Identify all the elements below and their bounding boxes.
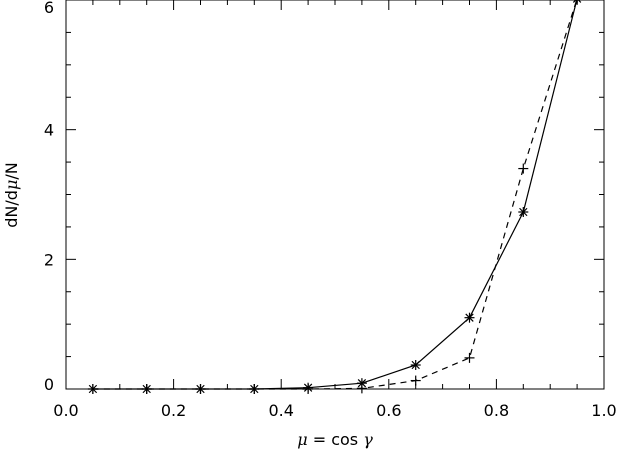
series-2-point — [410, 375, 421, 386]
series-2-point — [576, 0, 578, 4]
series-2-point — [87, 384, 98, 394]
y-tick-label: 4 — [44, 121, 54, 140]
series-layer — [87, 0, 582, 394]
plot-frame — [65, 0, 605, 390]
marker-stroke — [411, 360, 420, 370]
axis-ticks — [65, 0, 605, 390]
series-1-point — [464, 312, 475, 323]
series-2-point — [518, 163, 529, 174]
y-axis-label: dN/dμ/N — [2, 162, 21, 227]
marker-stroke — [519, 207, 528, 217]
marker-stroke — [577, 0, 582, 3]
x-tick-label: 0.4 — [268, 401, 293, 420]
y-tick-label: 6 — [44, 0, 54, 17]
x-axis-label-gamma: γ — [363, 430, 373, 449]
y-axis-label-post: /N — [2, 162, 21, 179]
x-tick-label: 0.2 — [161, 401, 186, 420]
series-2-point — [249, 384, 260, 394]
series-1-point — [410, 360, 421, 371]
series-2-line — [92, 0, 578, 390]
series-2-point — [195, 384, 206, 394]
series-1-line — [92, 0, 578, 390]
series-2 — [87, 0, 578, 394]
series-2-point — [356, 383, 367, 394]
marker-stroke — [572, 0, 577, 3]
x-tick-label: 1.0 — [591, 401, 616, 420]
x-axis-label-mu: μ — [297, 430, 307, 449]
y-axis-label-mu: μ — [2, 180, 21, 190]
x-tick-label: 0.8 — [484, 401, 509, 420]
x-axis-label: μ = cos γ — [297, 430, 373, 449]
marker-stroke — [357, 378, 367, 388]
x-axis-label-text: = cos — [308, 430, 364, 449]
tick-labels: 0.0 0.2 0.4 0.6 0.8 1.0 0 2 4 6 — [44, 0, 617, 420]
series-2-point — [464, 352, 475, 363]
marker-stroke — [465, 313, 474, 322]
series-1-point — [356, 378, 367, 389]
series-2-point — [141, 384, 152, 394]
x-tick-label: 0.0 — [53, 401, 78, 420]
y-tick-label: 2 — [44, 250, 54, 269]
y-tick-label: 0 — [44, 375, 54, 394]
series-1 — [87, 0, 582, 394]
series-2-point — [303, 384, 314, 394]
y-axis-label-pre: dN/d — [2, 190, 21, 228]
series-1-point — [518, 207, 529, 218]
x-tick-label: 0.6 — [376, 401, 401, 420]
